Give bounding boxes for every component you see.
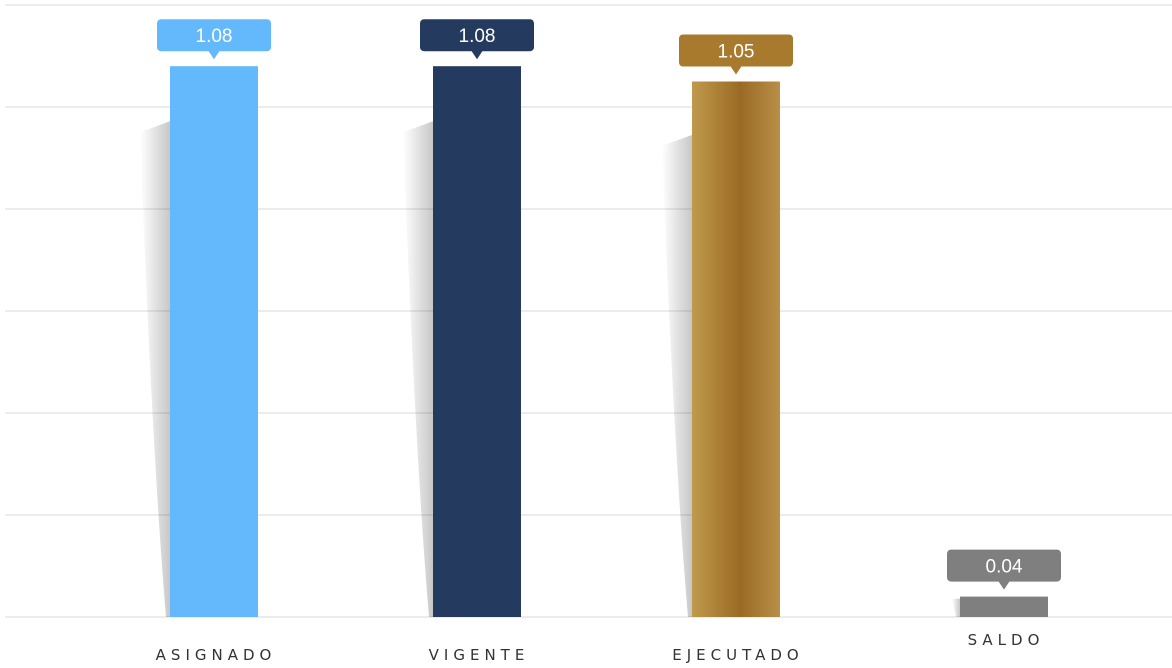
bars: [140, 66, 1048, 618]
bar-shadow: [403, 121, 433, 617]
category-label-saldo: SALDO: [968, 631, 1045, 649]
bar-asignado[interactable]: [170, 66, 258, 617]
bar-ejecutado[interactable]: [692, 81, 780, 618]
category-labels: ASIGNADO VIGENTE EJECUTADO SALDO: [156, 631, 1045, 664]
data-label-ejecutado: 1.05: [679, 34, 793, 75]
data-label-asignado: 1.08: [157, 19, 271, 60]
data-labels: 1.08 1.08 1.05 0.04: [157, 19, 1061, 590]
svg-text:0.04: 0.04: [986, 557, 1023, 578]
bar-shadow: [952, 598, 960, 617]
category-label-vigente: VIGENTE: [429, 646, 530, 664]
bar-vigente[interactable]: [433, 66, 521, 617]
data-label-vigente: 1.08: [420, 19, 534, 60]
bar-shadow: [662, 135, 692, 618]
bar-shadow: [140, 121, 170, 617]
category-label-ejecutado: EJECUTADO: [672, 646, 803, 664]
svg-text:1.08: 1.08: [196, 26, 233, 47]
bar-saldo[interactable]: [960, 596, 1048, 617]
category-label-asignado: ASIGNADO: [156, 646, 277, 664]
svg-text:1.08: 1.08: [459, 26, 496, 47]
data-label-saldo: 0.04: [947, 549, 1061, 590]
svg-text:1.05: 1.05: [718, 42, 755, 63]
